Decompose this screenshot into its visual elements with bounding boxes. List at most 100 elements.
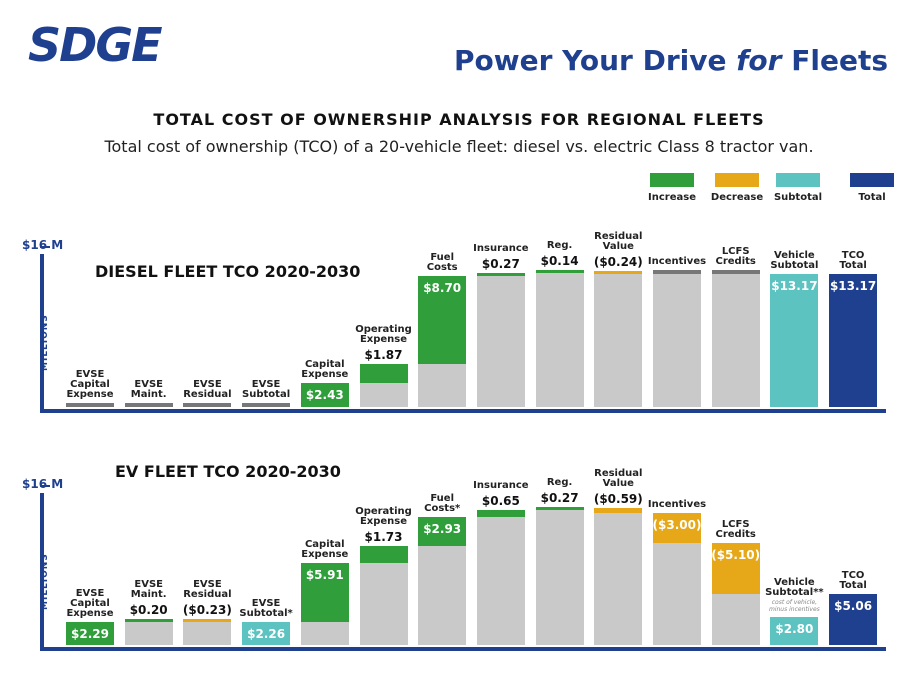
base [124, 622, 173, 645]
value-label: ($5.10) [711, 548, 761, 563]
legend-label: Decrease [710, 192, 764, 203]
category-label: Reg. [546, 240, 573, 252]
bar [183, 619, 232, 623]
category-label: Residual Value [594, 467, 643, 489]
base [711, 274, 760, 407]
category-label: Capital Expense [301, 358, 349, 380]
value-label: $0.20 [129, 603, 168, 618]
value-label: $0.65 [481, 494, 520, 509]
value-label: $2.43 [305, 387, 344, 402]
bar [711, 270, 760, 275]
tagline-part: Power Your Drive [454, 44, 737, 77]
category-label: EVSE Residual [183, 579, 232, 601]
bar [242, 622, 291, 645]
value-label: $1.73 [364, 530, 403, 544]
legend-label: Subtotal [773, 192, 823, 203]
category-label: EVSE Subtotal* [239, 598, 293, 620]
value-label: $2.93 [423, 521, 462, 536]
category-label: EVSE Maint. [130, 579, 167, 601]
base [653, 274, 701, 407]
category-label: EVSE Capital Expense [66, 588, 114, 620]
legend-swatch [715, 173, 759, 187]
category-label: Operating Expense [355, 323, 412, 345]
value-label: $2.29 [71, 627, 109, 642]
bar [594, 271, 643, 275]
category-label: Incentives [647, 499, 707, 511]
bar [183, 403, 232, 407]
base [476, 516, 525, 645]
bar [535, 270, 584, 274]
y-tick-label: $16 M [22, 477, 64, 491]
bar [535, 507, 584, 511]
tagline-part: Fleets [781, 44, 888, 77]
category-label: Incentives [647, 256, 707, 268]
category-label: Reg. [546, 477, 573, 489]
category-label: Fuel Costs [426, 252, 458, 274]
legend-label: Total [858, 192, 886, 203]
category-label: Vehicle Subtotal [770, 250, 819, 272]
subtitle: Total cost of ownership (TCO) of a 20-ve… [104, 137, 814, 156]
value-label: ($0.24) [593, 255, 643, 270]
bar [124, 403, 173, 407]
bar [66, 403, 114, 407]
bar [300, 563, 349, 623]
category-label: LCFS Credits [715, 246, 756, 268]
value-label: $0.27 [481, 257, 520, 272]
base [418, 546, 467, 645]
legend-swatch [850, 173, 894, 187]
bar [594, 507, 643, 514]
y-axis [40, 254, 44, 411]
tagline: Power Your Drive for Fleets [454, 44, 888, 77]
bar [359, 363, 408, 383]
bar [124, 619, 173, 623]
bar [359, 546, 408, 564]
category-label: Fuel Costs* [424, 492, 461, 514]
base [594, 274, 643, 407]
value-label: $13.17 [829, 279, 877, 294]
category-label: EVSE Residual [183, 379, 232, 400]
bar [418, 276, 467, 364]
y-tick-label: $16 M [22, 238, 64, 252]
chart-title: EV FLEET TCO 2020-2030 [115, 462, 341, 481]
base [594, 513, 643, 645]
logo: SDGE [28, 18, 162, 72]
value-label: $0.14 [540, 254, 579, 269]
value-label: ($3.00) [652, 518, 702, 533]
bar [476, 510, 525, 517]
x-axis [40, 409, 886, 413]
bar [829, 594, 878, 645]
value-label: $5.91 [305, 568, 344, 583]
base [359, 382, 408, 407]
value-label: $1.87 [364, 347, 403, 362]
bar [711, 543, 760, 595]
value-label: $13.17 [771, 279, 818, 294]
title: TOTAL COST OF OWNERSHIP ANALYSIS FOR REG… [153, 110, 765, 129]
base [476, 276, 525, 407]
bar [653, 270, 701, 275]
bar [770, 274, 819, 407]
legend-swatch [776, 173, 820, 187]
chart-title: DIESEL FLEET TCO 2020-2030 [95, 262, 361, 281]
note: cost of vehicle, minus incentives [768, 599, 820, 613]
bar [300, 382, 349, 407]
tick-mark [40, 485, 50, 487]
base [183, 622, 232, 645]
base [653, 543, 701, 645]
value-label: ($0.59) [593, 491, 643, 506]
value-label: $2.26 [247, 627, 286, 642]
category-label: LCFS Credits [715, 519, 756, 541]
axis-label: MILLIONS [40, 553, 50, 610]
base [711, 594, 760, 645]
x-axis [40, 647, 886, 651]
category-label: Insurance [473, 243, 529, 255]
value-label: $5.06 [834, 599, 873, 614]
base [418, 363, 467, 407]
category-label: TCO Total [839, 250, 867, 272]
legend-label: Increase [648, 192, 696, 203]
value-label: $0.27 [540, 491, 579, 506]
category-label: Operating Expense [355, 506, 412, 527]
bar [770, 617, 819, 645]
bar [242, 403, 291, 407]
legend-swatch [650, 173, 694, 187]
category-label: Vehicle Subtotal** [765, 577, 824, 598]
